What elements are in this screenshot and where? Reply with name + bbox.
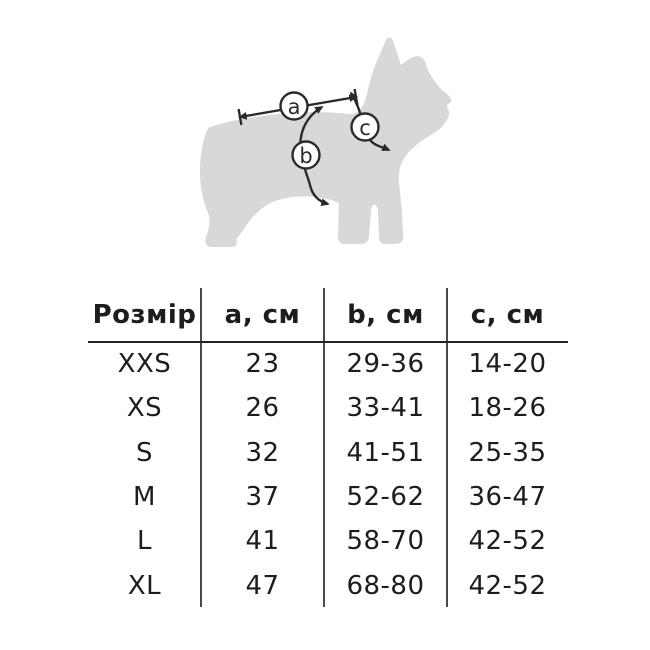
table-cell-a: 23 [245,349,280,380]
marker-a-circle [279,91,309,121]
marker-a: a [279,91,309,121]
table-cell-size: S [135,437,153,468]
table-cell-a: 37 [245,482,280,513]
table-cell-c: 42-52 [468,526,547,557]
marker-c-label: c [359,116,371,140]
marker-a-label: a [288,95,301,119]
table-cell-c: 36-47 [468,482,547,513]
marker-b-label: b [299,144,312,168]
size-table-header-c: c, см [470,299,545,330]
table-cell-c: 25-35 [468,437,547,468]
dog-measurement-diagram: a b c [200,37,452,248]
size-table-header-size: Розмір [92,299,197,330]
table-cell-b: 41-51 [346,437,425,468]
table-cell-b: 29-36 [346,349,425,380]
table-cell-size: L [137,526,152,557]
table-cell-size: XL [127,570,162,601]
size-table: Розмір a, см b, см c, см XXS 23 29-36 14… [88,287,568,608]
dimension-tick-left [237,108,243,126]
marker-b: b [291,140,321,170]
table-cell-size: XXS [117,349,172,380]
marker-c: c [350,112,380,142]
size-table-header-a: a, см [224,299,301,330]
table-cell-a: 32 [245,437,280,468]
measurement-b-chest-girth-curve [299,105,330,207]
marker-b-circle [291,140,321,170]
header-divider [88,341,568,343]
table-cell-a: 26 [245,393,280,424]
table-cell-b: 52-62 [346,482,425,513]
dog-silhouette-icon [200,37,452,248]
table-cell-size: XS [126,393,163,424]
column-divider [323,288,325,607]
table-cell-c: 42-52 [468,570,547,601]
table-cell-b: 33-41 [346,393,425,424]
table-cell-a: 41 [245,526,280,557]
table-cell-c: 14-20 [468,349,547,380]
table-cell-c: 18-26 [468,393,547,424]
table-cell-b: 68-80 [346,570,425,601]
column-divider [200,288,202,607]
table-cell-a: 47 [245,570,280,601]
table-cell-size: M [133,482,156,513]
table-cell-b: 58-70 [346,526,425,557]
size-table-header-b: b, см [347,299,424,330]
marker-c-circle [350,112,380,142]
column-divider [446,288,448,607]
